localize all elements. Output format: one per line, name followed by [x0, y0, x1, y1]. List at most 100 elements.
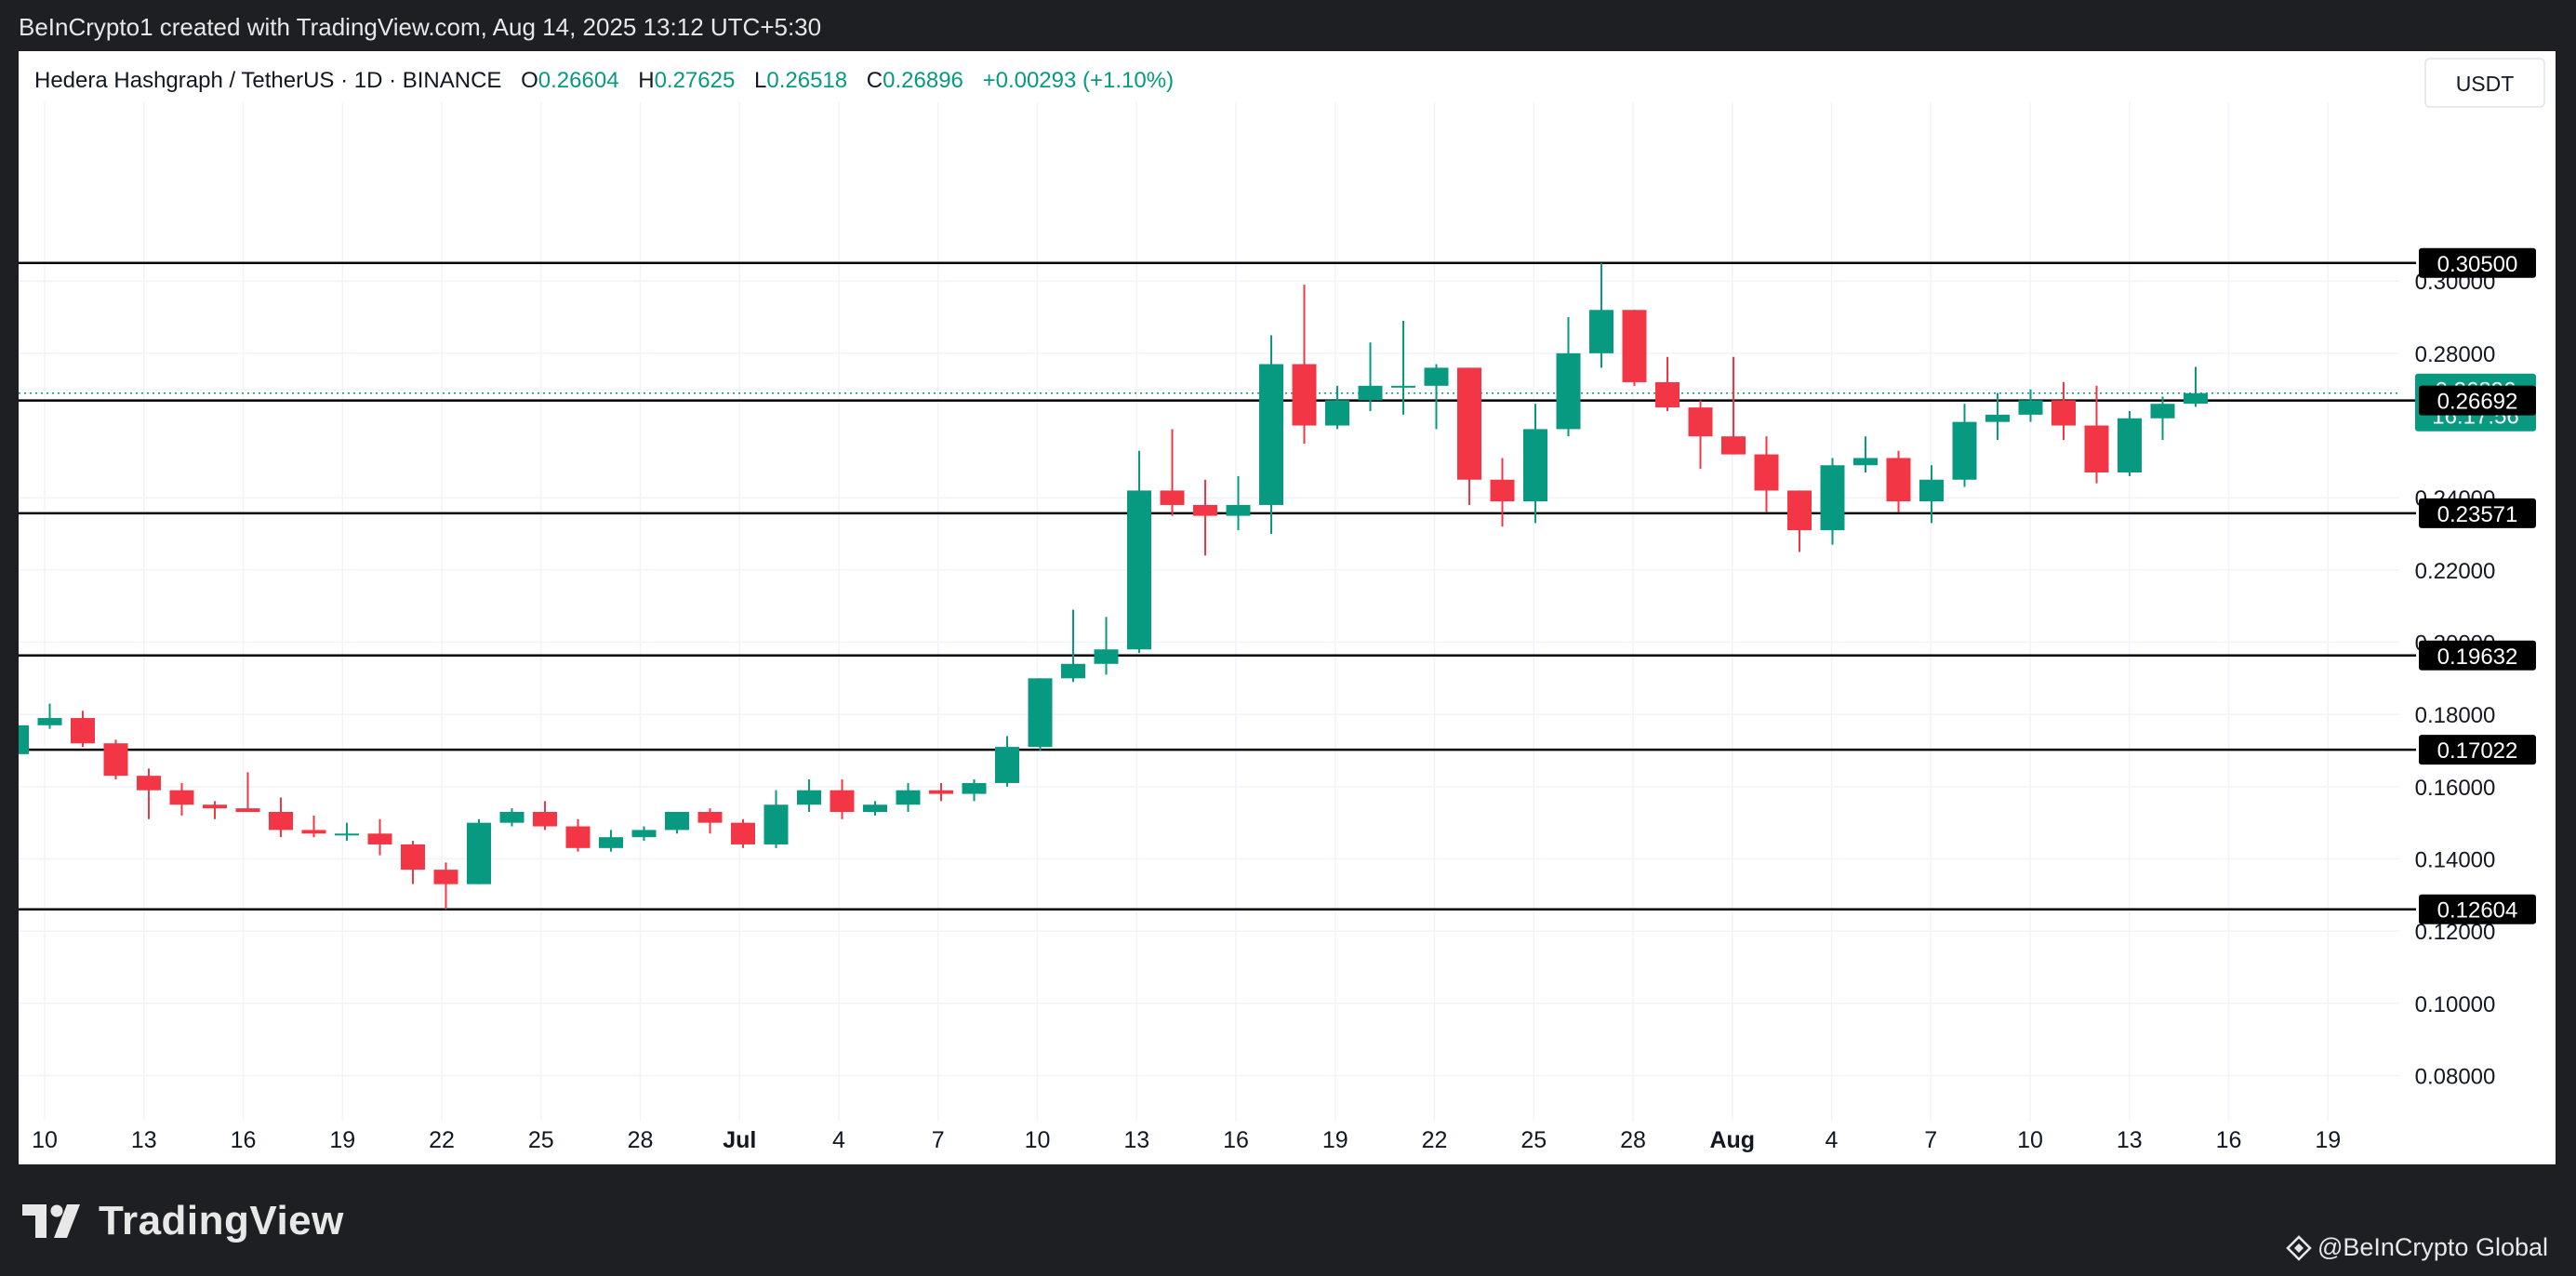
level-label-text: 0.12604: [2437, 898, 2518, 924]
candle[interactable]: [2184, 366, 2208, 407]
x-tick-label: Jul: [723, 1127, 756, 1153]
candle[interactable]: [467, 818, 491, 884]
candle[interactable]: [1061, 609, 1085, 683]
candle[interactable]: [203, 801, 227, 819]
candle-body: [1952, 421, 1977, 480]
candle[interactable]: [1886, 450, 1911, 512]
candle[interactable]: [5, 721, 29, 758]
candle[interactable]: [269, 797, 293, 838]
candle[interactable]: [1589, 262, 1613, 368]
candle[interactable]: [599, 830, 623, 852]
candle[interactable]: [401, 841, 425, 884]
candle[interactable]: [137, 768, 161, 819]
candle[interactable]: [631, 826, 657, 842]
candle[interactable]: [1094, 617, 1119, 675]
candle-body: [169, 790, 194, 805]
level-label-bg: [2419, 735, 2536, 765]
candle[interactable]: [1259, 335, 1283, 535]
candle[interactable]: [1457, 367, 1481, 505]
level-label: 0.30500: [2419, 247, 2536, 278]
candle[interactable]: [37, 703, 62, 729]
candle[interactable]: [499, 808, 524, 827]
candle[interactable]: [962, 779, 987, 802]
y-tick-label: 0.10000: [2415, 992, 2496, 1017]
candle[interactable]: [830, 779, 855, 819]
candle[interactable]: [929, 782, 953, 802]
candle-body: [1985, 414, 2010, 422]
candle[interactable]: [1028, 678, 1053, 751]
candle[interactable]: [2150, 396, 2175, 441]
candle[interactable]: [1523, 404, 1547, 524]
candle[interactable]: [533, 801, 557, 831]
candle[interactable]: [1226, 475, 1251, 531]
candle[interactable]: [2052, 381, 2076, 441]
candle[interactable]: [1787, 490, 1812, 552]
candle-body: [71, 718, 95, 744]
candle[interactable]: [797, 779, 821, 813]
candle[interactable]: [433, 862, 458, 910]
level-label-bg: [2419, 498, 2536, 528]
candle[interactable]: [565, 818, 591, 852]
x-tick-label: 10: [2017, 1127, 2043, 1153]
candle[interactable]: [863, 801, 887, 816]
candle-body: [1787, 490, 1812, 531]
candle[interactable]: [1160, 429, 1185, 516]
candle[interactable]: [665, 812, 689, 834]
candle[interactable]: [103, 739, 128, 780]
y-tick-label: 0.18000: [2415, 703, 2496, 728]
candle-body: [1259, 364, 1283, 505]
candle[interactable]: [1358, 342, 1383, 411]
candle[interactable]: [2018, 389, 2043, 422]
x-tick-label: 28: [628, 1127, 654, 1153]
chart-frame[interactable]: 0.300000.280000.240000.220000.200000.180…: [5, 51, 2556, 1164]
candle[interactable]: [1853, 436, 1878, 473]
candle-body: [863, 804, 887, 813]
candle[interactable]: [1391, 320, 1415, 415]
candle[interactable]: [1292, 285, 1317, 444]
candle[interactable]: [1490, 458, 1515, 527]
candle[interactable]: [1721, 356, 1746, 455]
candle[interactable]: [367, 818, 392, 856]
candle[interactable]: [1952, 404, 1977, 487]
candle[interactable]: [1820, 458, 1845, 545]
candle-body: [1688, 407, 1713, 437]
currency-button[interactable]: USDT: [2424, 58, 2545, 108]
x-tick-label: 7: [1924, 1127, 1937, 1153]
candle-body: [137, 776, 161, 791]
tradingview-logo[interactable]: TradingView: [22, 1198, 344, 1244]
candle[interactable]: [169, 782, 194, 816]
level-label-text: 0.23571: [2437, 502, 2518, 527]
candle-body: [2084, 425, 2109, 473]
candle-body: [103, 743, 128, 777]
candle[interactable]: [1754, 436, 1779, 512]
candle[interactable]: [896, 782, 921, 813]
candle[interactable]: [697, 808, 723, 834]
candle-body: [401, 844, 425, 871]
candle[interactable]: [764, 790, 789, 848]
candle[interactable]: [1985, 392, 2010, 441]
candle[interactable]: [995, 736, 1019, 787]
candle[interactable]: [1424, 364, 1449, 430]
candle[interactable]: [71, 711, 95, 748]
candle[interactable]: [235, 772, 260, 813]
candle[interactable]: [335, 822, 359, 842]
legend-close-label: C: [867, 68, 883, 93]
candle[interactable]: [2084, 385, 2109, 484]
candle-body: [1061, 663, 1085, 679]
candle[interactable]: [2118, 410, 2142, 476]
level-label-bg: [2419, 385, 2536, 416]
candle[interactable]: [301, 815, 326, 838]
candlestick-chart[interactable]: 0.300000.280000.240000.220000.200000.180…: [5, 51, 2556, 1164]
candle[interactable]: [1127, 450, 1151, 654]
candle[interactable]: [1919, 465, 1944, 524]
candle[interactable]: [1556, 317, 1581, 437]
candle[interactable]: [731, 818, 755, 848]
legend-high-value: 0.27625: [655, 68, 736, 93]
candle[interactable]: [1688, 400, 1713, 470]
candle[interactable]: [1325, 385, 1349, 430]
candle-body: [830, 790, 855, 813]
candle[interactable]: [1655, 356, 1680, 411]
candle[interactable]: [1622, 310, 1647, 386]
candle[interactable]: [1193, 479, 1217, 556]
candle-body: [896, 790, 921, 805]
